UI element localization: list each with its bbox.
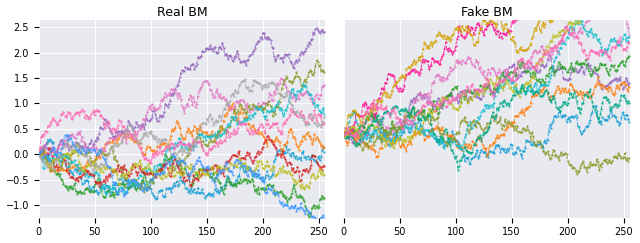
Title: Fake BM: Fake BM <box>461 6 513 18</box>
Title: Real BM: Real BM <box>157 6 207 18</box>
